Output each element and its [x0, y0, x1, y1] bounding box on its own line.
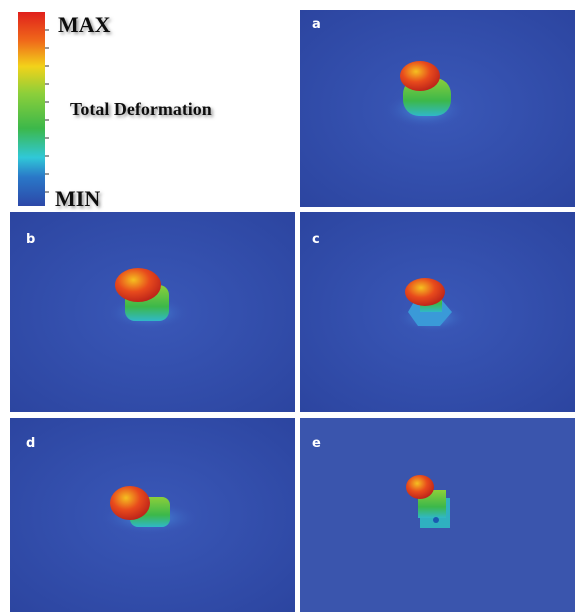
- object-hole: [433, 517, 439, 523]
- object-head: [115, 268, 161, 302]
- panel-a: a: [300, 10, 575, 207]
- panel-label: e: [312, 436, 321, 451]
- object-head: [406, 475, 434, 499]
- legend-min: MIN: [55, 186, 100, 211]
- panel-label: d: [26, 436, 35, 451]
- panel-c: c: [300, 212, 575, 412]
- panel-label: b: [26, 232, 35, 247]
- legend-title: Total Deformation: [70, 99, 212, 119]
- panel-d: d: [10, 418, 295, 612]
- panel-label: a: [312, 17, 321, 32]
- panel-b: b: [10, 212, 295, 412]
- object-head: [400, 61, 440, 91]
- object-head: [405, 278, 445, 306]
- figure: MAX Total Deformation MIN a b c d: [0, 0, 575, 615]
- colorbar: [18, 12, 45, 206]
- panel-label: c: [312, 232, 320, 247]
- object-head: [110, 486, 150, 520]
- legend-max: MAX: [58, 12, 111, 37]
- panel-e: e: [300, 418, 575, 612]
- colorbar-ticks: [45, 30, 49, 192]
- legend: MAX Total Deformation MIN: [18, 12, 212, 211]
